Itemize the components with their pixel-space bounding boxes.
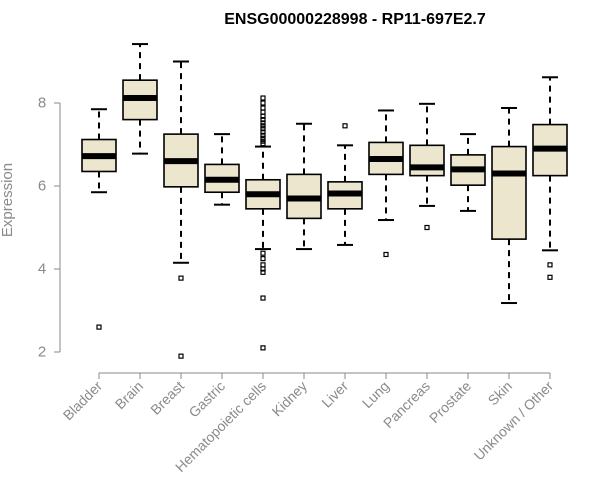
outlier-point — [260, 256, 266, 262]
box-iqr — [409, 144, 445, 177]
x-tick-label: Lung — [359, 378, 392, 411]
outlier-point — [178, 275, 184, 281]
outlier-point — [260, 123, 266, 129]
x-tick-label: Skin — [485, 378, 516, 409]
outlier-point — [260, 126, 266, 132]
outlier-point — [260, 345, 266, 351]
y-axis: 2 4 6 8 — [38, 95, 61, 361]
box-iqr — [491, 145, 527, 240]
box-group — [409, 102, 445, 231]
box-group — [532, 76, 568, 280]
chart-title: ENSG00000228998 - RP11-697E2.7 — [224, 11, 486, 28]
outlier-point — [260, 262, 266, 268]
outlier-point — [260, 250, 266, 256]
outlier-point — [260, 109, 266, 115]
x-tick-label: Liver — [318, 378, 351, 411]
y-tick-label: 4 — [38, 261, 46, 278]
outlier-point — [260, 132, 266, 138]
outlier-point — [96, 324, 102, 330]
outlier-point — [260, 120, 266, 126]
outlier-point — [424, 224, 430, 231]
outlier-point — [178, 353, 184, 359]
outlier-point — [260, 105, 266, 111]
box-group — [450, 133, 486, 212]
box-group — [81, 108, 117, 330]
boxes — [81, 43, 568, 359]
outlier-point — [547, 262, 553, 268]
outlier-point — [260, 269, 266, 275]
x-tick-label: Breast — [147, 378, 187, 418]
x-tick-label: Kidney — [269, 378, 311, 420]
outlier-point — [260, 295, 266, 301]
x-tick-label: Bladder — [60, 378, 106, 424]
outlier-point — [260, 116, 266, 123]
box-group — [245, 95, 281, 351]
box-group — [122, 43, 158, 155]
y-tick-label: 8 — [38, 95, 46, 112]
y-tick-label: 6 — [38, 178, 46, 195]
y-tick-label: 2 — [38, 344, 46, 361]
x-tick-label: Prostate — [426, 378, 474, 426]
outlier-point — [260, 95, 266, 101]
outlier-point — [547, 274, 553, 280]
outlier-point — [260, 141, 266, 147]
box-group — [286, 122, 322, 251]
outlier-point — [260, 129, 266, 135]
box-group — [327, 123, 363, 246]
box-group — [368, 109, 404, 258]
box-group — [163, 60, 199, 359]
box-group — [491, 106, 527, 305]
outlier-point — [260, 100, 266, 106]
y-axis-label: Expression — [0, 163, 16, 237]
box-group — [204, 133, 240, 206]
outlier-point — [383, 251, 389, 258]
outlier-point — [260, 135, 266, 141]
outlier-point — [260, 266, 266, 272]
x-tick-label: Brain — [112, 378, 146, 412]
outlier-point — [260, 113, 266, 119]
outlier-point — [342, 123, 348, 129]
